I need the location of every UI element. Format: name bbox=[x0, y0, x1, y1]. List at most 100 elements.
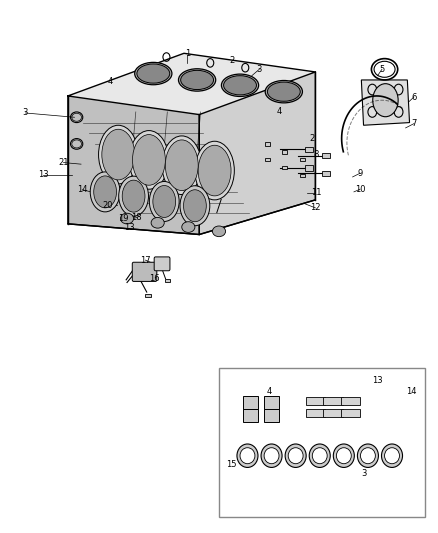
Bar bbox=[323, 409, 343, 417]
Ellipse shape bbox=[381, 444, 403, 467]
Ellipse shape bbox=[180, 186, 210, 226]
Ellipse shape bbox=[285, 444, 306, 467]
Bar bbox=[265, 158, 270, 161]
Polygon shape bbox=[199, 72, 315, 235]
Ellipse shape bbox=[153, 185, 176, 217]
Bar bbox=[300, 174, 305, 177]
Ellipse shape bbox=[149, 181, 179, 222]
Text: 10: 10 bbox=[355, 185, 365, 193]
Text: 18: 18 bbox=[131, 213, 142, 222]
Text: 4: 4 bbox=[108, 77, 113, 85]
Ellipse shape bbox=[240, 448, 255, 464]
Text: 1: 1 bbox=[185, 49, 190, 58]
Ellipse shape bbox=[357, 444, 378, 467]
Ellipse shape bbox=[198, 145, 231, 196]
Bar bbox=[322, 153, 330, 158]
Ellipse shape bbox=[99, 125, 138, 184]
Ellipse shape bbox=[212, 226, 226, 237]
Polygon shape bbox=[68, 96, 199, 235]
Ellipse shape bbox=[90, 172, 120, 212]
Text: 16: 16 bbox=[149, 274, 159, 282]
Text: 2: 2 bbox=[309, 134, 314, 143]
Ellipse shape bbox=[237, 444, 258, 467]
Text: 4: 4 bbox=[267, 387, 272, 395]
Ellipse shape bbox=[195, 141, 234, 200]
Ellipse shape bbox=[360, 448, 375, 464]
Ellipse shape bbox=[265, 80, 302, 103]
Ellipse shape bbox=[221, 74, 258, 96]
Ellipse shape bbox=[162, 136, 201, 195]
Text: 7: 7 bbox=[411, 119, 417, 128]
Bar bbox=[300, 158, 305, 161]
Ellipse shape bbox=[336, 448, 351, 464]
Bar bbox=[264, 396, 279, 409]
Ellipse shape bbox=[94, 176, 117, 208]
Ellipse shape bbox=[333, 444, 354, 467]
Bar bbox=[306, 409, 325, 417]
Ellipse shape bbox=[385, 448, 399, 464]
Bar bbox=[341, 409, 360, 417]
Text: 20: 20 bbox=[102, 201, 113, 209]
Text: 12: 12 bbox=[310, 204, 321, 212]
Text: 4: 4 bbox=[277, 108, 282, 116]
Ellipse shape bbox=[165, 140, 198, 191]
Bar bbox=[305, 147, 313, 152]
Text: 14: 14 bbox=[77, 185, 88, 194]
Text: 17: 17 bbox=[140, 256, 151, 264]
Text: 6: 6 bbox=[411, 93, 417, 101]
Ellipse shape bbox=[373, 84, 398, 117]
Text: 3: 3 bbox=[361, 469, 366, 478]
Text: 13: 13 bbox=[372, 376, 383, 385]
Text: 3: 3 bbox=[257, 65, 262, 74]
Text: 13: 13 bbox=[38, 171, 48, 179]
Ellipse shape bbox=[122, 180, 145, 212]
Ellipse shape bbox=[120, 213, 134, 224]
Text: 2: 2 bbox=[230, 56, 235, 64]
Bar bbox=[322, 171, 330, 176]
Bar bbox=[305, 165, 313, 171]
Text: 14: 14 bbox=[406, 387, 417, 395]
Ellipse shape bbox=[261, 444, 282, 467]
Bar bbox=[145, 294, 151, 297]
Ellipse shape bbox=[267, 82, 300, 101]
Ellipse shape bbox=[134, 62, 172, 85]
FancyBboxPatch shape bbox=[132, 262, 157, 281]
Text: 3: 3 bbox=[23, 109, 28, 117]
Bar bbox=[264, 409, 279, 422]
Ellipse shape bbox=[224, 76, 257, 95]
Ellipse shape bbox=[288, 448, 303, 464]
Ellipse shape bbox=[312, 448, 327, 464]
Ellipse shape bbox=[132, 135, 166, 185]
Ellipse shape bbox=[178, 69, 215, 91]
Text: 15: 15 bbox=[226, 461, 237, 469]
Ellipse shape bbox=[180, 70, 214, 90]
FancyBboxPatch shape bbox=[219, 368, 425, 517]
Bar bbox=[282, 166, 287, 169]
Ellipse shape bbox=[151, 217, 164, 228]
Bar bbox=[243, 396, 258, 409]
Ellipse shape bbox=[309, 444, 330, 467]
Text: 21: 21 bbox=[58, 158, 69, 167]
Bar bbox=[282, 150, 287, 154]
Ellipse shape bbox=[102, 130, 135, 180]
Polygon shape bbox=[361, 80, 410, 125]
Polygon shape bbox=[68, 53, 315, 115]
Ellipse shape bbox=[119, 176, 148, 216]
Bar bbox=[323, 397, 343, 405]
Bar bbox=[165, 279, 170, 282]
Text: 13: 13 bbox=[124, 223, 134, 231]
Text: 5: 5 bbox=[379, 65, 385, 74]
Bar bbox=[265, 142, 270, 146]
Ellipse shape bbox=[184, 190, 206, 222]
Bar bbox=[341, 397, 360, 405]
Text: 8: 8 bbox=[314, 150, 319, 159]
Ellipse shape bbox=[137, 64, 170, 83]
Ellipse shape bbox=[264, 448, 279, 464]
FancyBboxPatch shape bbox=[154, 257, 170, 271]
Text: 11: 11 bbox=[311, 189, 321, 197]
Ellipse shape bbox=[129, 131, 169, 189]
Text: 9: 9 bbox=[357, 169, 363, 177]
Bar bbox=[306, 397, 325, 405]
Ellipse shape bbox=[182, 222, 195, 232]
Text: 19: 19 bbox=[118, 214, 129, 223]
